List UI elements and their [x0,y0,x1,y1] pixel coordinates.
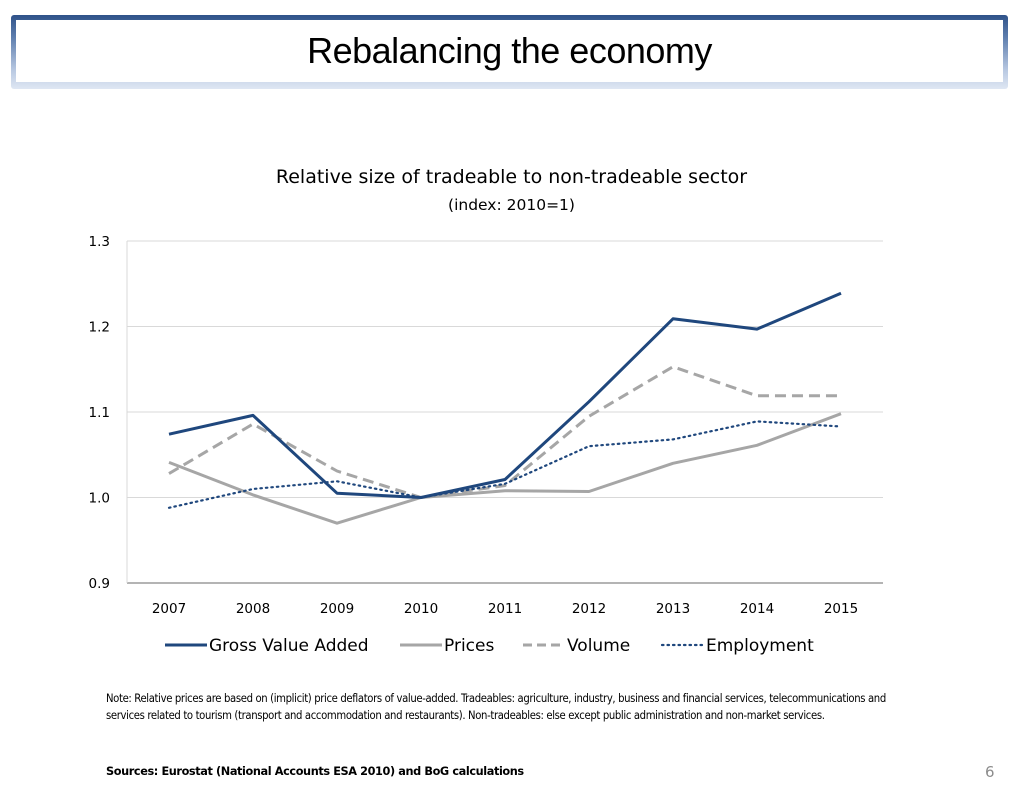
y-tick-label: 1.2 [89,320,110,336]
x-tick-label: 2015 [824,601,858,617]
x-tick-label: 2013 [656,601,690,617]
x-tick-label: 2009 [320,601,354,617]
slide-title: Rebalancing the economy [307,30,712,71]
x-tick-label: 2014 [740,601,774,617]
x-axis-tick-labels: 2007 2008 2009 2010 2011 2012 2013 2014 2015 [152,601,858,617]
x-tick-label: 2007 [152,601,186,617]
line-chart: 0.9 1.0 1.1 1.2 1.3 2007 2008 2009 2010 2011 2012… [89,234,883,656]
y-tick-label: 1.0 [89,491,110,507]
legend-label: Employment [706,636,814,656]
legend-label: Gross Value Added [209,636,369,656]
x-tick-label: 2011 [488,601,522,617]
y-tick-label: 0.9 [89,576,110,592]
gridlines [126,240,883,584]
slide-title-banner: Rebalancing the economy [11,15,1008,89]
y-tick-label: 1.3 [89,234,110,250]
legend: Gross Value Added Prices Volume Employment [165,636,814,656]
y-axis-tick-labels: 0.9 1.0 1.1 1.2 1.3 [89,234,110,592]
x-tick-label: 2008 [236,601,270,617]
legend-label: Prices [444,636,494,656]
series-line-employment [167,420,843,509]
slide-title-box: Rebalancing the economy [16,20,1003,82]
x-tick-label: 2012 [572,601,606,617]
sources-text: Sources: Eurostat (National Accounts ESA… [106,765,524,778]
y-tick-label: 1.1 [89,405,110,421]
series-lines [167,291,843,525]
footnote: Note: Relative prices are based on (impl… [106,692,886,722]
page-number: 6 [985,763,995,781]
series-line-prices [168,412,842,525]
chart-subtitle: (index: 2010=1) [448,196,575,214]
series-line-gross-value-added [168,291,842,499]
x-tick-label: 2010 [404,601,438,617]
chart-title: Relative size of tradeable to non-tradea… [275,166,748,188]
legend-label: Volume [567,636,630,656]
